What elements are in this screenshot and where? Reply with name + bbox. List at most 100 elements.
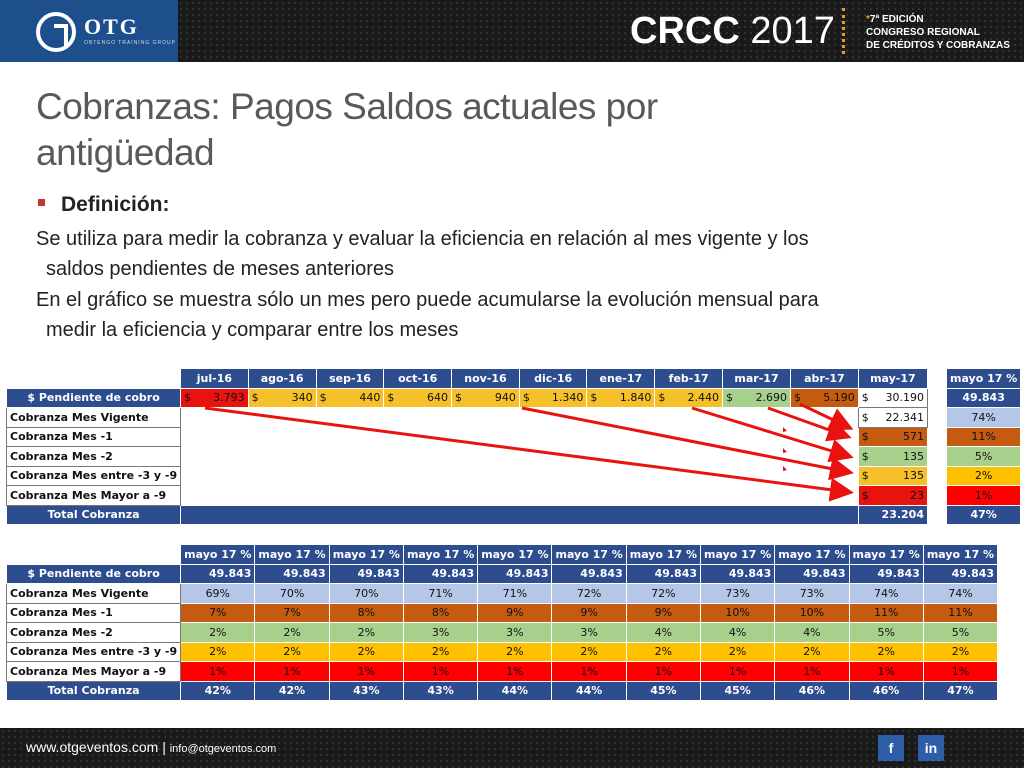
currency-symbol: $ [725, 391, 733, 405]
currency-symbol: $ [387, 391, 395, 405]
pct-cell: 4% [774, 622, 850, 643]
currency-symbol: $ [861, 391, 869, 405]
row-label: $ Pendiente de cobro [5, 387, 182, 408]
collected-cell: $22.341 [857, 407, 929, 428]
linkedin-icon[interactable]: in [918, 735, 944, 761]
pct-cell: 3% [477, 622, 553, 643]
total-cell: 42% [180, 680, 256, 701]
currency-symbol: $ [861, 488, 869, 502]
pct-cell: 2% [328, 641, 404, 662]
evolution-table: mayo 17 % mayo 17 % mayo 17 % mayo 17 % mayo… [5, 544, 999, 701]
total-cell: 43% [328, 680, 404, 701]
pending-cell: $440 [315, 387, 385, 408]
pct-cell: 7% [180, 602, 256, 623]
currency-symbol: $ [861, 449, 869, 463]
pct-cell: 8% [402, 602, 479, 623]
arrow-abr17 [799, 402, 854, 431]
total-cell: 44% [477, 680, 553, 701]
amount: 2.440 [687, 391, 719, 405]
amount: 340 [291, 391, 313, 405]
pct-cell: 2% [180, 641, 256, 662]
collected-cell: $23 [857, 485, 929, 506]
aging-table: jul-16 ago-16 sep-16 oct-16 nov-16 dic-16 ene-… [5, 368, 929, 525]
pct-cell: 2% [848, 641, 924, 662]
table-row: $ Pendiente de cobro $3.793 $340 $440 $640 $9… [5, 387, 929, 408]
amount: 640 [427, 391, 448, 405]
table-row: Cobranza Mes Vigente $22.341 [5, 407, 929, 428]
currency-symbol: $ [658, 391, 666, 405]
pct-cell: 2% [625, 641, 702, 662]
column-header: mayo 17 % [700, 544, 776, 565]
email-link[interactable]: info@otgeventos.com [169, 743, 277, 755]
pending-total: 49.843 [945, 387, 1022, 408]
pct-cell: 2% [922, 641, 999, 662]
pending-cell: $5.190 [790, 387, 859, 408]
amount: 1.340 [551, 391, 584, 405]
amount: 1.840 [619, 391, 652, 405]
table-row: $ Pendiente de cobro 49.843 49.843 49.843 49… [5, 563, 999, 584]
pct-cell: 5% [922, 622, 999, 643]
currency-symbol: $ [861, 430, 869, 444]
currency-symbol: $ [861, 410, 869, 424]
pct-cell: 2% [477, 641, 553, 662]
amount: 3.793 [213, 391, 245, 405]
amount: 2.690 [755, 391, 788, 405]
month-header: feb-17 [654, 368, 723, 389]
total-row: 47% [945, 504, 1022, 525]
currency-symbol: $ [184, 391, 192, 405]
pct-cell: 1% [328, 661, 404, 682]
facebook-icon[interactable]: f [878, 735, 904, 761]
pending-cell: 49.843 [700, 563, 776, 584]
website-link[interactable]: www.otgeventos.com [26, 739, 159, 755]
pending-cell: 49.843 [922, 563, 999, 584]
pct-cell: 1% [254, 661, 330, 682]
pct-cell: 1% [700, 661, 776, 682]
pct-cell: 2% [774, 641, 850, 662]
pct-cell: 9% [477, 602, 553, 623]
month-header: ene-17 [586, 368, 656, 389]
pending-cell: 49.843 [402, 563, 479, 584]
row-label: $ Pendiente de cobro [5, 563, 182, 584]
logo-subtitle: OBTENGO TRAINING GROUP [84, 40, 176, 46]
total-cell: 47% [922, 680, 999, 701]
arrow-tick-2 [783, 448, 787, 453]
amount: 5.190 [823, 391, 855, 405]
pct-cell: 1% [848, 661, 924, 682]
footer-contact: www.otgeventos.com | info@otgeventos.com [26, 739, 277, 755]
currency-symbol: $ [319, 391, 327, 405]
month-header: sep-16 [315, 368, 385, 389]
amount: 571 [903, 430, 924, 444]
pct-cell: 1% [922, 661, 999, 682]
total-row: Total Cobranza 42% 42% 43% 43% 44% 44% 45% 45% 46… [5, 680, 999, 701]
logo-text: OTG [84, 14, 139, 39]
definition-bullet: Definición: [38, 193, 170, 217]
total-row: Total Cobranza 23.204 [5, 504, 929, 525]
pct-cell: 1% [625, 661, 702, 682]
month-header: mar-17 [721, 368, 792, 389]
edition-info: *7ª EDICIÓN CONGRESO REGIONAL DE CRÉDITO… [866, 14, 1010, 51]
pct-cell: 2% [254, 622, 330, 643]
pending-cell: $30.190 [857, 387, 929, 408]
pct-cell: 74% [945, 407, 1022, 428]
column-header: mayo 17 % [625, 544, 702, 565]
table-corner [6, 368, 181, 388]
total-cell: 43% [402, 680, 479, 701]
table-row: 5% [945, 446, 1022, 467]
pct-cell: 2% [328, 622, 404, 643]
pct-cell: 5% [848, 622, 924, 643]
currency-symbol: $ [522, 391, 530, 405]
total-value: 23.204 [857, 504, 929, 525]
header-bar: OTG OBTENGO TRAINING GROUP CRCC 2017 *7ª… [0, 0, 1024, 62]
pct-cell: 11% [922, 602, 999, 623]
column-header: mayo 17 % [551, 544, 627, 565]
currency-symbol: $ [455, 391, 462, 405]
pct-cell: 2% [254, 641, 330, 662]
column-header: mayo 17 % [922, 544, 999, 565]
arrow-tick-1 [783, 427, 787, 432]
column-header: mayo 17 % [180, 544, 256, 565]
wheat-icon [842, 8, 856, 54]
table-row: Cobranza Mes entre -3 y -9 2% 2% 2% 2% 2% 2% 2%… [5, 641, 999, 662]
month-header: abr-17 [790, 368, 859, 389]
column-header: mayo 17 % [477, 544, 553, 565]
